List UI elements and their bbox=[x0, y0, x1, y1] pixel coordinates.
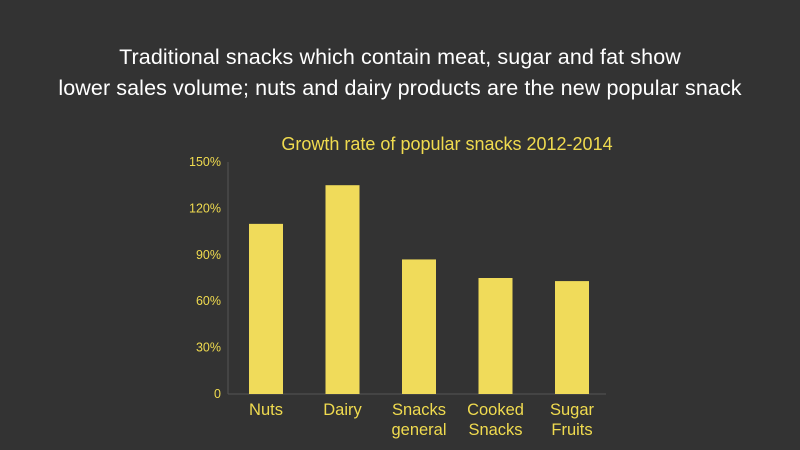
x-axis-labels: Nuts Dairy Snacks general Cooked Snacks Sugar F… bbox=[249, 401, 594, 439]
chart-title: Growth rate of popular snacks 2012-2014 bbox=[281, 134, 612, 154]
y-tick-label: 60% bbox=[196, 294, 221, 308]
headline-line-2: lower sales volume; nuts and dairy produ… bbox=[58, 76, 742, 100]
headline-line-1: Traditional snacks which contain meat, s… bbox=[119, 45, 681, 69]
x-category-label: Dairy bbox=[323, 401, 362, 419]
bar bbox=[402, 259, 436, 394]
y-tick-label: 30% bbox=[196, 341, 221, 355]
bar bbox=[555, 281, 589, 394]
x-category-label: Sugar bbox=[550, 401, 595, 419]
y-tick-label: 0 bbox=[214, 387, 221, 401]
x-category-label: Fruits bbox=[551, 421, 592, 439]
bars bbox=[249, 185, 589, 394]
bar bbox=[325, 185, 360, 394]
y-tick-label: 90% bbox=[196, 248, 221, 262]
x-category-label: general bbox=[391, 421, 446, 439]
bar bbox=[249, 223, 283, 394]
y-tick-label: 150% bbox=[189, 155, 221, 169]
y-tick-label: 120% bbox=[189, 201, 221, 215]
y-axis-ticks: 0 30% 60% 90% 120% 150% bbox=[189, 155, 221, 401]
x-category-label: Snacks bbox=[392, 401, 446, 419]
x-category-label: Cooked bbox=[467, 401, 524, 419]
x-category-label: Snacks bbox=[468, 421, 522, 439]
bar bbox=[478, 278, 513, 394]
headline: Traditional snacks which contain meat, s… bbox=[0, 42, 800, 104]
x-category-label: Nuts bbox=[249, 401, 283, 419]
